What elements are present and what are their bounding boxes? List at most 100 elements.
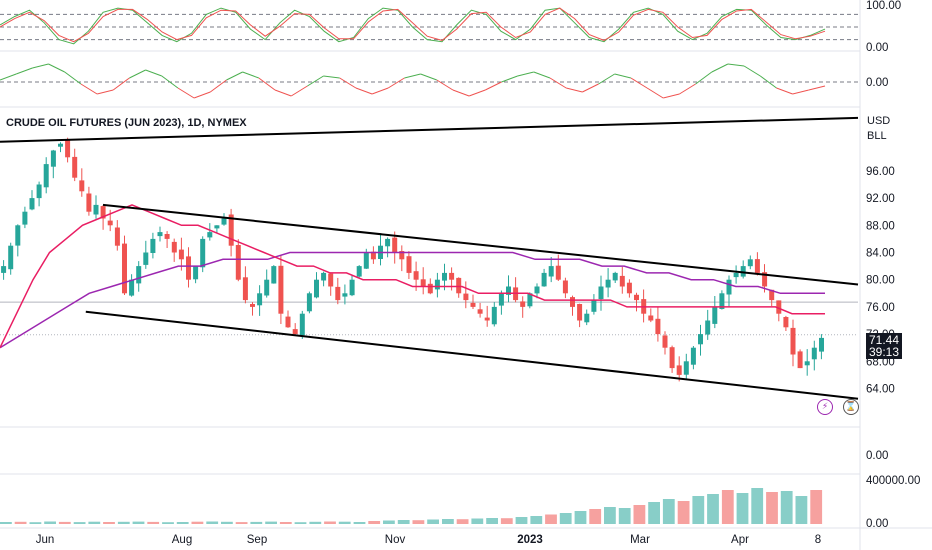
- candle-body: [470, 302, 476, 307]
- candle-body: [264, 279, 270, 296]
- momentum-segment: [549, 77, 567, 89]
- candle-body: [122, 243, 127, 294]
- candle-body: [257, 293, 263, 306]
- candle-body: [1, 266, 7, 273]
- bar-countdown: 39:13: [869, 345, 900, 359]
- volume-bar: [235, 522, 248, 524]
- candle-body: [235, 245, 241, 280]
- price-axis-label: 96.00: [866, 166, 895, 178]
- volume-bar: [751, 488, 764, 524]
- price-axis[interactable]: 100.00 0.00 0.00 96.00 92.00 88.00 84.00 80.00 7…: [866, 0, 920, 530]
- candle-body: [491, 306, 497, 325]
- candle-body: [726, 279, 732, 295]
- momentum-segment: [290, 85, 308, 97]
- volume-bar: [500, 518, 513, 524]
- last-price-value: 71.44: [869, 333, 900, 347]
- momentum-segment: [112, 77, 130, 91]
- volume-bar: [736, 493, 749, 524]
- candle-body: [442, 272, 447, 281]
- time-axis-label: Apr: [731, 534, 749, 546]
- momentum-segment: [420, 73, 437, 81]
- candle-body: [207, 232, 213, 238]
- candle-body: [619, 275, 625, 287]
- candle-body: [335, 286, 341, 301]
- candle-body: [463, 293, 469, 301]
- volume-bar: [795, 496, 808, 524]
- candle-body: [762, 272, 768, 287]
- momentum-segment: [96, 89, 114, 95]
- volume-bar: [515, 517, 528, 524]
- volume-bar: [368, 521, 381, 524]
- candle-body: [740, 266, 746, 277]
- candle-body: [171, 241, 177, 253]
- hourglass-icon[interactable]: ⌛: [843, 399, 859, 415]
- volume-bar: [294, 522, 307, 524]
- momentum-segment: [210, 79, 227, 93]
- candle-body: [349, 279, 355, 296]
- lightning-icon[interactable]: ⚡: [817, 399, 833, 415]
- candle-body: [100, 206, 106, 219]
- time-axis[interactable]: Jun Aug Sep Nov 2023 Mar Apr 8: [36, 534, 821, 546]
- candle-body: [733, 272, 739, 278]
- candle-body: [65, 140, 71, 158]
- volume-panel[interactable]: [0, 488, 823, 524]
- momentum-segment: [792, 89, 809, 95]
- candle-body: [584, 313, 590, 323]
- scale-mode-label[interactable]: BLL: [867, 130, 887, 142]
- momentum-segment: [355, 87, 373, 95]
- momentum-segment: [760, 75, 777, 89]
- volume-bar: [471, 518, 484, 524]
- candle-body: [555, 265, 561, 280]
- volume-bar: [456, 519, 469, 524]
- volume-bar: [176, 522, 189, 524]
- last-price-tag: 71.44 39:13: [866, 333, 902, 359]
- candle-body: [285, 316, 291, 328]
- price-axis-label: 84.00: [866, 248, 895, 260]
- price-axis-label: 80.00: [866, 275, 895, 287]
- candle-body: [698, 334, 703, 345]
- candle-body: [570, 297, 575, 307]
- volume-bar: [810, 490, 823, 524]
- momentum-segment: [695, 71, 713, 85]
- candle-body: [299, 313, 305, 336]
- stochastic-panel[interactable]: [0, 7, 858, 45]
- volume-bar: [677, 501, 690, 524]
- stochastic-axis-label: 100.00: [866, 0, 901, 12]
- volume-bar: [73, 522, 86, 524]
- candle-body: [804, 361, 810, 366]
- time-axis-label: Sep: [247, 534, 267, 546]
- momentum-segment: [663, 93, 680, 99]
- candle-body: [178, 249, 184, 260]
- candle-body: [29, 198, 35, 210]
- candle-body: [534, 286, 540, 294]
- candle-body: [406, 256, 412, 273]
- candle-body: [321, 272, 327, 281]
- volume-axis-label: 400000.00: [866, 475, 920, 487]
- volume-bar: [766, 492, 778, 524]
- volume-bar: [44, 521, 56, 524]
- momentum-segment: [274, 89, 292, 97]
- candle-body: [506, 286, 511, 295]
- candle-body: [747, 259, 753, 267]
- volume-bar: [559, 513, 572, 524]
- candle-body: [228, 214, 234, 246]
- candle-body: [484, 317, 490, 321]
- candle-body: [456, 277, 462, 294]
- candle-body: [449, 272, 455, 280]
- momentum-segment: [501, 75, 518, 83]
- candle-body: [292, 329, 298, 335]
- time-axis-label: Jun: [36, 534, 55, 546]
- candle-body: [548, 266, 554, 277]
- momentum-segment: [80, 83, 98, 95]
- currency-label[interactable]: USD: [867, 115, 891, 127]
- volume-bar: [162, 522, 174, 524]
- candle-body: [427, 283, 433, 294]
- volume-bar: [58, 521, 71, 524]
- momentum-panel[interactable]: [0, 63, 858, 99]
- candle-body: [72, 156, 78, 178]
- price-panel[interactable]: [0, 116, 859, 400]
- candle-body: [107, 220, 113, 226]
- time-axis-label: 2023: [517, 534, 543, 546]
- momentum-segment: [64, 71, 82, 85]
